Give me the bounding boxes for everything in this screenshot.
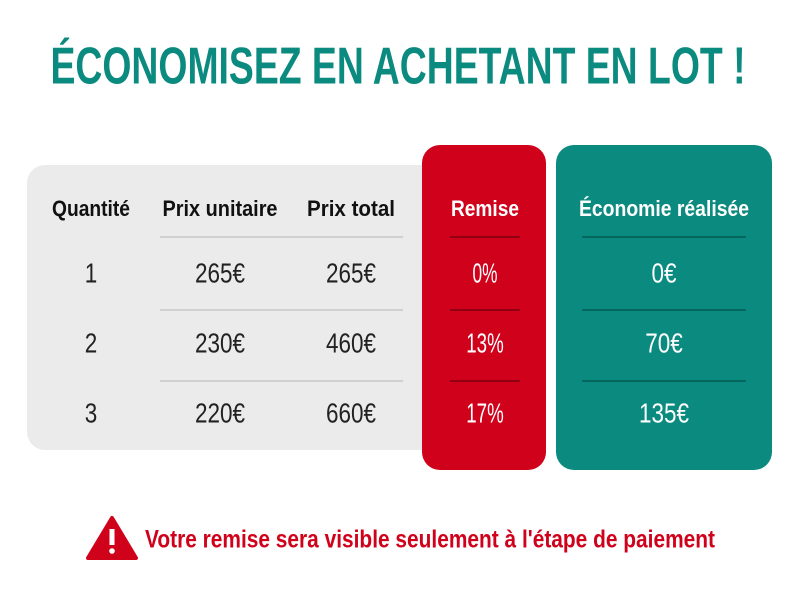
cell: 460€ [326, 327, 376, 358]
cell: 230€ [195, 327, 245, 358]
column-header: Prix unitaire [163, 196, 278, 221]
cell: 660€ [326, 397, 376, 428]
column-header: Prix total [307, 196, 395, 221]
cell: 265€ [326, 257, 376, 288]
cell: 0% [473, 257, 498, 288]
discount-panel [422, 145, 546, 470]
table-cells: Quantité Prix unitaire Prix total Remise Éco… [52, 196, 749, 429]
column-header: Remise [451, 196, 519, 221]
cell: 70€ [645, 327, 683, 358]
cell: 135€ [639, 397, 689, 428]
cell: 265€ [195, 257, 245, 288]
title: ÉCONOMISEZ EN ACHETANT EN LOT ! [51, 38, 746, 96]
column-header: Économie réalisée [579, 196, 749, 221]
note: Votre remise sera visible seulement à l'… [145, 526, 716, 554]
cell: 220€ [195, 397, 245, 428]
cell: 2 [85, 327, 98, 358]
cell: 17% [466, 397, 504, 428]
savings-panel [556, 145, 772, 470]
cell: 1 [85, 257, 98, 288]
column-header: Quantité [52, 196, 130, 221]
warning-icon [86, 516, 138, 560]
cell: 0€ [652, 257, 677, 288]
separators [160, 236, 746, 382]
cell: 3 [85, 397, 98, 428]
cell: 13% [466, 327, 504, 358]
